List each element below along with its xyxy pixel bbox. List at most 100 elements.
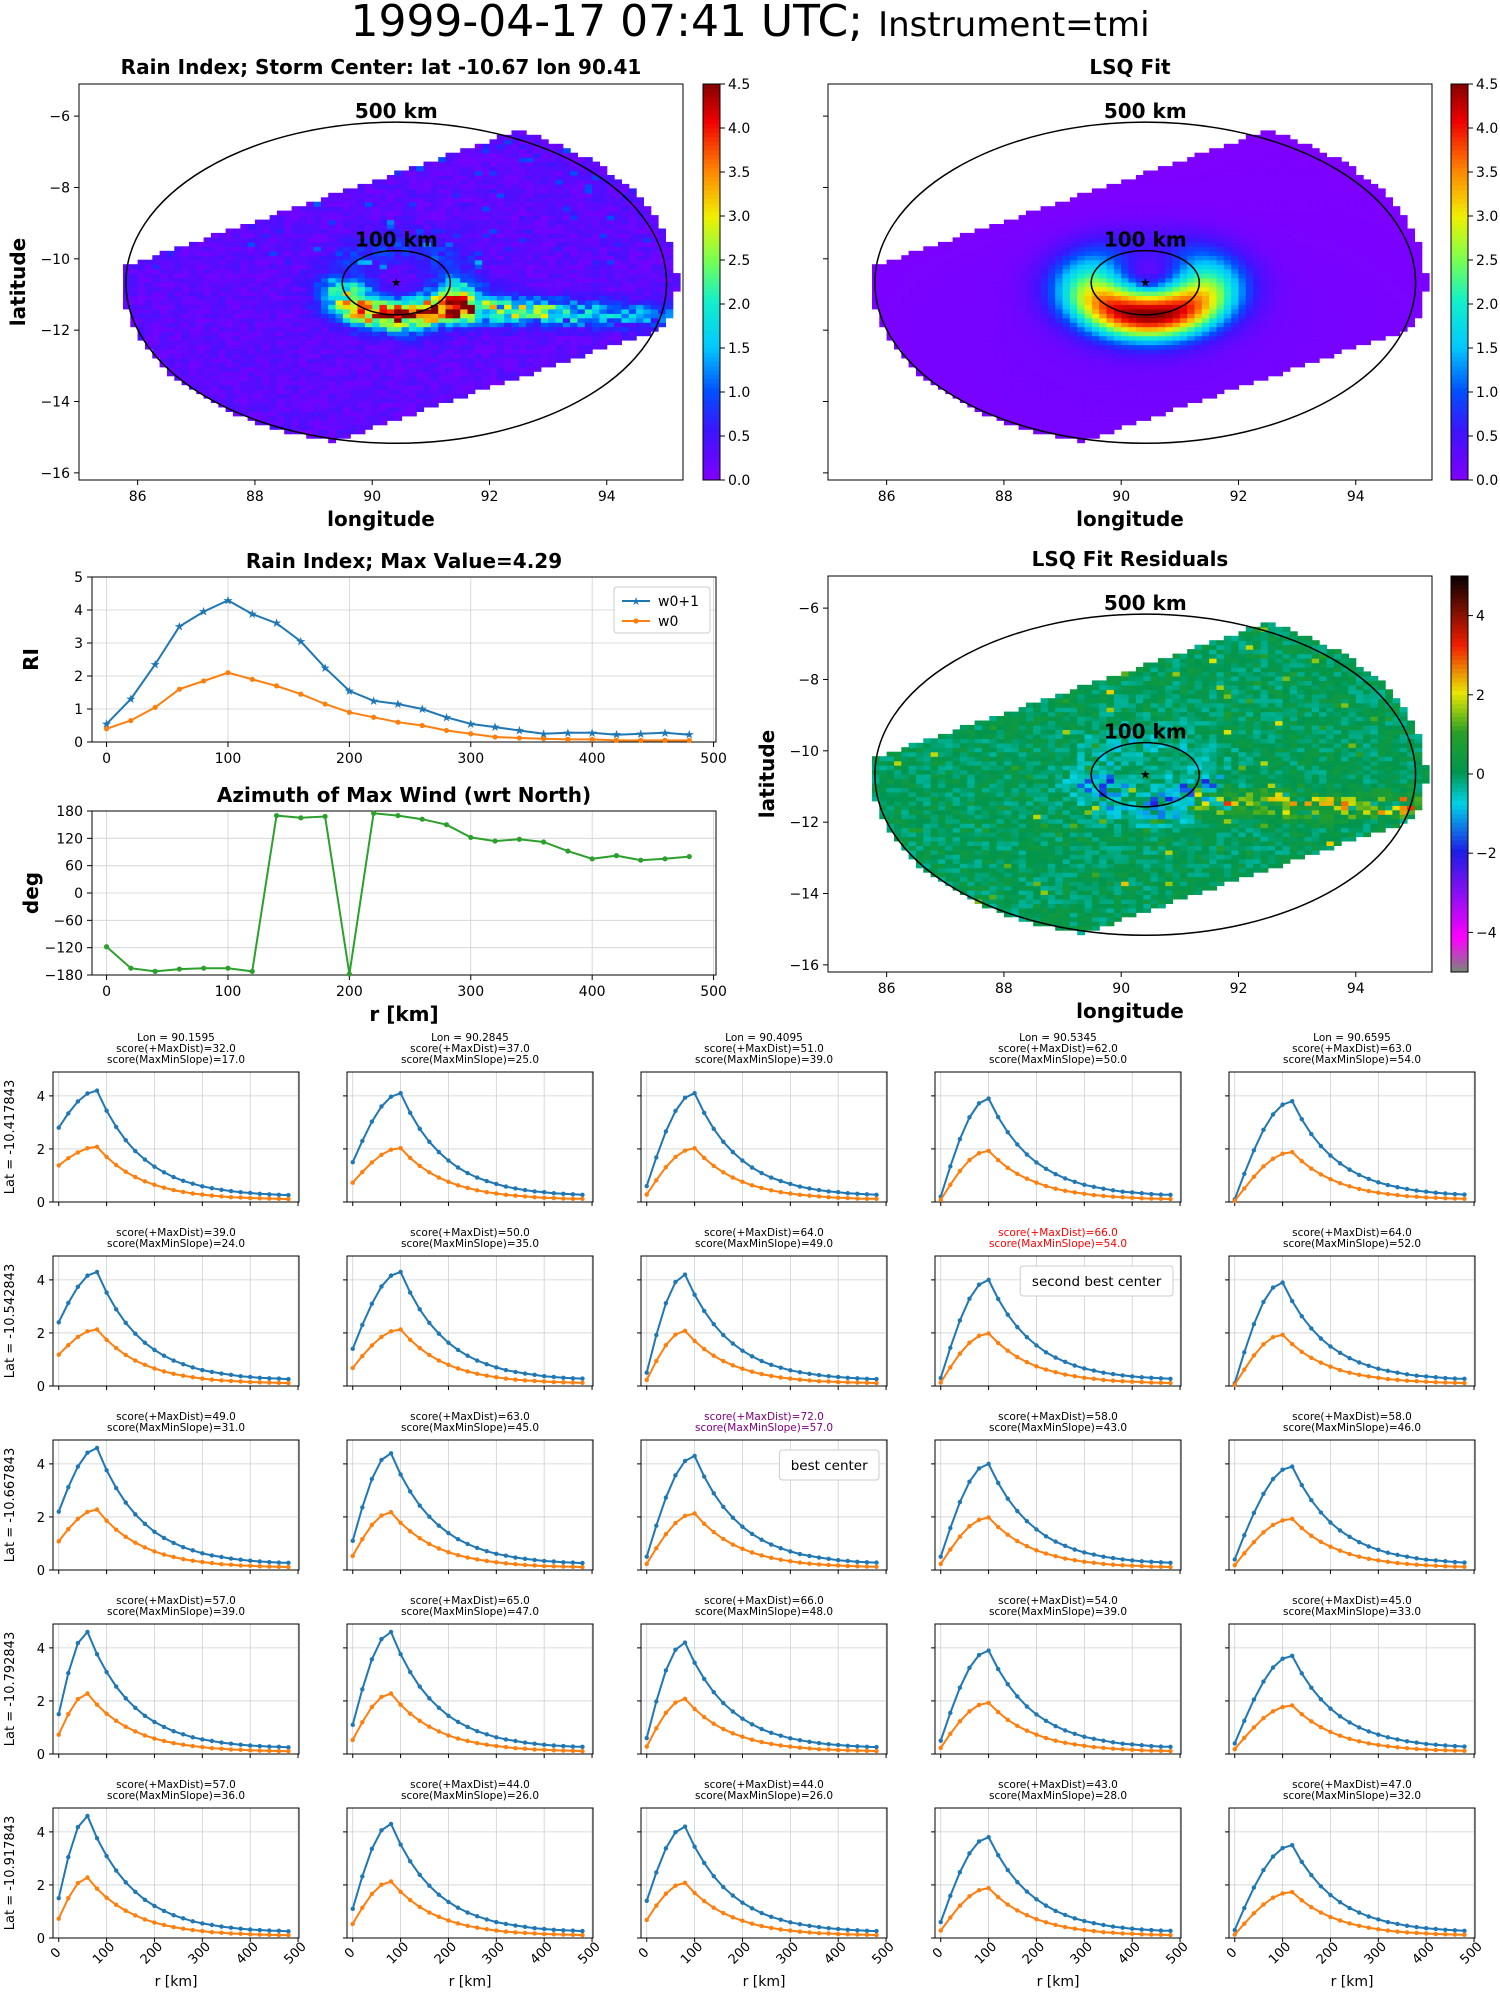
axes-frame xyxy=(1228,1807,1476,1939)
x-tick-label: 0 xyxy=(342,1945,358,1961)
x-tick-label: 92 xyxy=(481,489,499,505)
data-point xyxy=(673,1647,678,1652)
data-point xyxy=(721,1170,726,1175)
colorbar-tick-label: 0.5 xyxy=(728,429,750,445)
data-point xyxy=(104,1108,109,1113)
cell-score-maxminslope: score(MaxMinSlope)=54.0 xyxy=(1283,1054,1421,1066)
data-point xyxy=(1280,1656,1285,1661)
data-point xyxy=(1053,1370,1058,1375)
data-point: ★ xyxy=(295,634,306,648)
data-point xyxy=(938,1561,943,1567)
data-point xyxy=(350,1346,355,1352)
data-point xyxy=(257,1191,262,1196)
data-point xyxy=(1120,1557,1125,1562)
data-point xyxy=(128,717,134,724)
data-point xyxy=(407,1290,413,1295)
data-point xyxy=(1139,1196,1144,1201)
data-point xyxy=(161,1535,167,1541)
data-point xyxy=(778,1743,783,1748)
data-point xyxy=(85,1629,90,1635)
x-tick-label: 0 xyxy=(48,1945,64,1961)
data-point xyxy=(513,1930,518,1935)
data-point: ★ xyxy=(125,692,136,706)
data-point xyxy=(267,1376,272,1381)
data-point xyxy=(219,1371,224,1376)
data-point xyxy=(874,1748,879,1754)
data-point xyxy=(1385,1559,1391,1564)
data-point xyxy=(663,1891,669,1896)
map-title: LSQ Fit xyxy=(1089,55,1171,79)
y-tick-label: 2 xyxy=(37,1879,45,1894)
data-point xyxy=(171,1174,176,1180)
data-point xyxy=(1120,1741,1125,1746)
data-point xyxy=(494,1365,499,1370)
data-point xyxy=(492,838,498,844)
x-tick-label: 400 xyxy=(234,1939,262,1967)
data-point xyxy=(209,1922,215,1928)
data-point xyxy=(938,1197,943,1203)
data-point xyxy=(740,1900,745,1905)
data-point xyxy=(730,1542,736,1547)
data-point xyxy=(407,1859,413,1864)
data-point xyxy=(1328,1706,1333,1711)
data-point xyxy=(388,1451,394,1456)
data-point xyxy=(759,1358,764,1364)
data-point xyxy=(113,1162,119,1168)
data-point xyxy=(740,1179,745,1185)
data-point xyxy=(142,1713,148,1718)
data-point xyxy=(1347,1720,1352,1725)
data-point xyxy=(379,1513,384,1518)
data-point xyxy=(350,1538,355,1544)
y-tick-label: −12 xyxy=(40,323,70,339)
data-point xyxy=(1462,1560,1467,1565)
data-point xyxy=(749,1722,755,1727)
colorbar-tick-label: 2 xyxy=(1476,688,1485,704)
y-axis-label: deg xyxy=(19,872,43,914)
data-point xyxy=(1242,1735,1247,1741)
cell-score-maxdist: score(+MaxDist)=54.0 xyxy=(998,1595,1118,1607)
data-point xyxy=(104,1468,109,1473)
data-point xyxy=(238,1557,243,1562)
data-point xyxy=(835,1926,841,1932)
y-tick-label: 2 xyxy=(37,1327,45,1342)
data-point xyxy=(219,1187,224,1192)
data-point xyxy=(644,1192,649,1197)
data-point xyxy=(94,1144,100,1150)
data-point xyxy=(1318,1539,1324,1545)
data-point xyxy=(1462,1564,1467,1570)
data-point xyxy=(788,1191,793,1196)
data-point xyxy=(654,1523,659,1528)
data-point xyxy=(257,1196,262,1201)
data-point xyxy=(484,1927,489,1932)
data-point xyxy=(1280,1518,1285,1523)
x-tick-label: 100 xyxy=(384,1939,412,1967)
cell-score-maxdist: score(+MaxDist)=32.0 xyxy=(116,1043,236,1055)
data-point xyxy=(200,1921,205,1926)
data-point xyxy=(395,719,401,725)
cell-score-maxminslope: score(MaxMinSlope)=32.0 xyxy=(1283,1790,1421,1802)
data-point xyxy=(1299,1349,1304,1354)
data-point xyxy=(152,1903,157,1909)
ring-100km xyxy=(1090,249,1201,316)
x-tick-label: 300 xyxy=(774,1939,802,1967)
x-tick-label: 90 xyxy=(1112,981,1130,997)
data-point xyxy=(976,1333,982,1339)
data-point xyxy=(1120,1563,1125,1568)
data-point xyxy=(807,1739,812,1744)
data-point: ★ xyxy=(101,717,112,731)
data-point xyxy=(570,1748,576,1754)
data-point xyxy=(209,1560,215,1566)
ring-500km xyxy=(125,121,668,445)
data-point: ★ xyxy=(223,593,234,607)
data-point xyxy=(200,1551,205,1556)
data-point xyxy=(200,1184,205,1189)
data-point xyxy=(644,1377,649,1383)
data-point xyxy=(1433,1380,1438,1385)
data-point xyxy=(1280,1102,1285,1107)
data-point xyxy=(1347,1736,1352,1742)
y-tick-label: 0 xyxy=(37,1196,45,1211)
data-point xyxy=(1366,1544,1371,1549)
data-point xyxy=(986,1834,991,1840)
